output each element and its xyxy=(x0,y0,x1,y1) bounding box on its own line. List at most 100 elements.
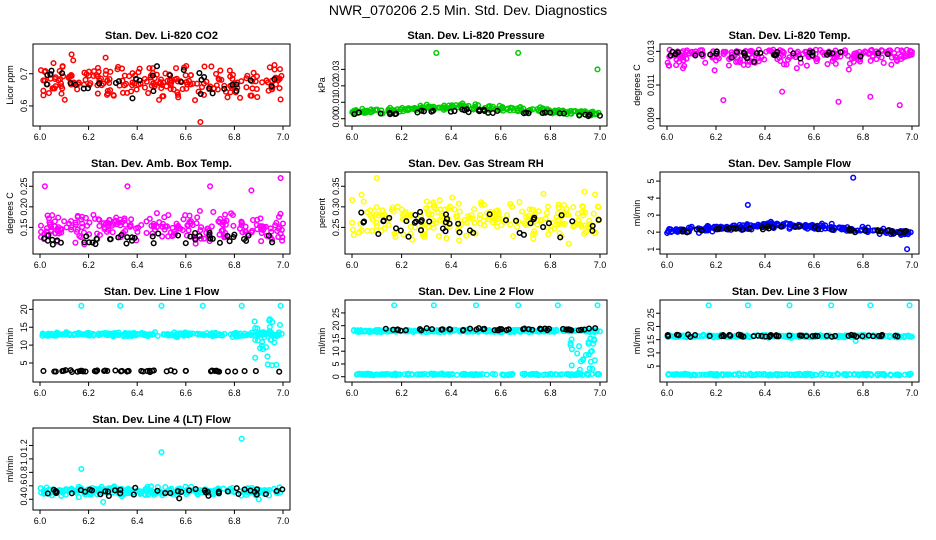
data-point xyxy=(268,336,275,343)
data-point xyxy=(132,484,139,491)
data-point xyxy=(492,371,499,378)
data-point xyxy=(201,63,208,70)
x-tick-label: 6.2 xyxy=(395,132,408,142)
data-point xyxy=(544,203,552,210)
series-selected xyxy=(382,325,599,334)
data-point xyxy=(206,232,213,239)
chart-panel: Stan. Dev. Sample Flow 6.0 6.2 6.4 6.6 6.8 7.0… xyxy=(632,158,920,270)
data-point xyxy=(254,94,261,101)
plot-frame xyxy=(659,171,920,255)
x-tick-label: 6.6 xyxy=(495,132,508,142)
data-point xyxy=(888,61,895,68)
data-point xyxy=(545,231,552,238)
data-point xyxy=(806,49,813,56)
data-point xyxy=(535,372,542,379)
data-point xyxy=(582,351,589,359)
data-point xyxy=(133,75,140,82)
y-tick-label: 1.0 xyxy=(19,453,29,466)
data-point xyxy=(591,337,598,344)
data-point xyxy=(126,73,133,80)
data-point xyxy=(770,51,778,59)
data-point xyxy=(773,51,780,58)
data-point xyxy=(486,211,493,218)
data-point xyxy=(278,72,285,79)
data-point xyxy=(862,227,869,234)
x-tick-label: 7.0 xyxy=(277,260,290,270)
series-selected xyxy=(679,223,909,237)
data-point xyxy=(516,198,523,206)
data-point xyxy=(134,330,141,338)
figure-title: NWR_070206 2.5 Min. Std. Dev. Diagnostic… xyxy=(329,2,607,18)
data-point xyxy=(476,371,483,378)
data-point xyxy=(251,318,258,325)
data-point xyxy=(720,371,727,378)
data-point xyxy=(50,60,57,67)
data-point xyxy=(141,75,148,82)
data-point xyxy=(271,76,278,83)
data-point xyxy=(179,86,186,93)
panel-grid: Stan. Dev. Li-820 CO2 6.0 6.2 6.4 6.6 6.8 7.0 0… xyxy=(5,30,920,526)
chart-panel: Stan. Dev. Gas Stream RH 6.0 6.2 6.4 6.6 6.8 7… xyxy=(317,158,608,270)
y-tick-label: 0.03 xyxy=(331,61,341,79)
y-tick-label: 0.6 xyxy=(19,100,29,113)
data-point xyxy=(364,227,371,235)
data-point xyxy=(521,370,529,377)
data-point xyxy=(520,110,528,117)
data-point xyxy=(49,236,56,243)
data-point xyxy=(744,55,751,62)
data-point xyxy=(692,52,699,59)
data-point xyxy=(153,63,161,70)
data-point xyxy=(581,188,588,195)
data-point xyxy=(59,70,66,77)
data-point xyxy=(527,220,534,227)
data-point xyxy=(159,93,166,100)
data-point xyxy=(394,203,401,210)
data-point xyxy=(277,302,284,309)
data-point xyxy=(759,224,766,231)
y-tick-label: 25 xyxy=(331,308,341,318)
data-point xyxy=(778,371,785,378)
data-point xyxy=(698,51,705,58)
data-point xyxy=(405,212,412,219)
data-point xyxy=(275,233,282,240)
data-point xyxy=(194,214,201,221)
data-point xyxy=(698,227,705,234)
data-point xyxy=(273,487,280,495)
data-point xyxy=(149,233,156,240)
data-point xyxy=(185,77,192,84)
y-tick-label: 10 xyxy=(19,340,29,350)
data-point xyxy=(206,229,213,236)
data-point xyxy=(375,230,382,238)
data-point xyxy=(185,227,192,234)
data-point xyxy=(470,229,477,236)
data-point xyxy=(679,65,687,72)
data-point xyxy=(159,220,167,228)
data-point xyxy=(468,212,475,219)
data-point xyxy=(207,368,215,375)
data-point xyxy=(778,223,785,230)
data-point xyxy=(266,64,273,71)
data-point xyxy=(84,222,91,229)
data-point xyxy=(409,236,416,243)
data-point xyxy=(250,69,257,76)
data-point xyxy=(412,218,420,225)
data-point xyxy=(456,208,463,215)
data-point xyxy=(568,346,575,353)
data-point xyxy=(473,326,480,333)
data-point xyxy=(114,66,121,73)
data-point xyxy=(555,221,562,228)
data-point xyxy=(537,325,544,332)
x-tick-label: 6.2 xyxy=(82,388,95,398)
data-point xyxy=(194,331,201,338)
data-point xyxy=(147,488,154,495)
y-tick-label: 0.7 xyxy=(19,67,29,80)
data-point xyxy=(172,65,180,72)
data-point xyxy=(269,318,276,326)
data-point xyxy=(514,223,521,230)
data-point xyxy=(267,225,274,232)
data-points xyxy=(664,46,915,109)
data-point xyxy=(150,222,158,229)
data-point xyxy=(148,82,155,89)
data-point xyxy=(187,233,194,240)
